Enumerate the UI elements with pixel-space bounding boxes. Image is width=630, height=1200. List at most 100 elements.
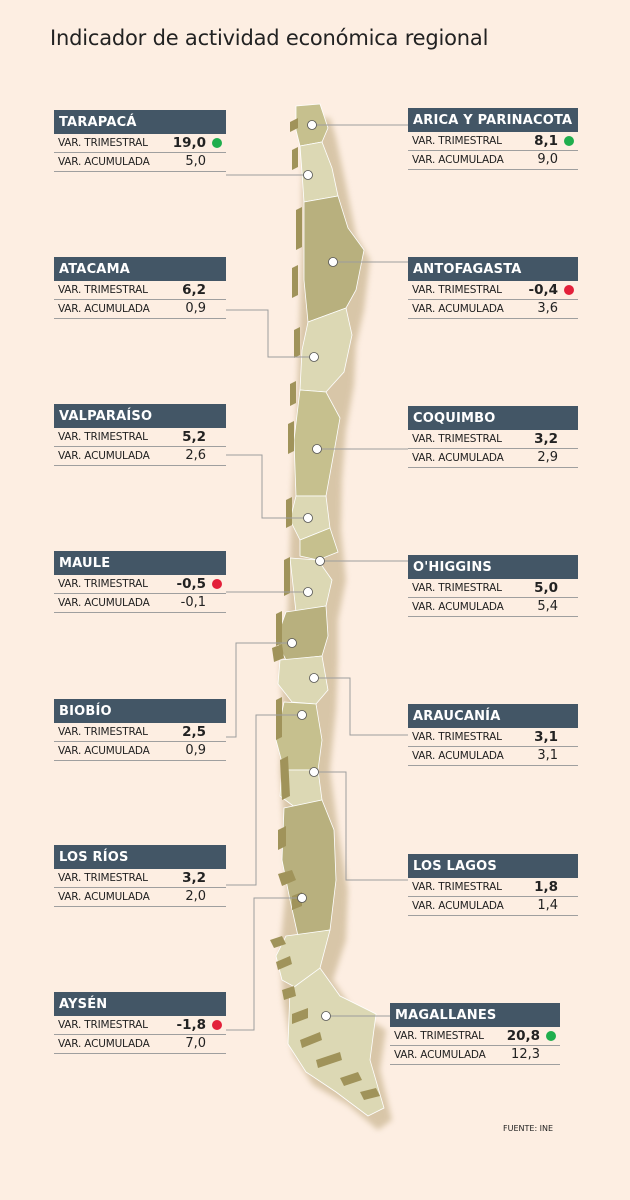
trimestral-value: 19,0 [172,135,206,151]
acumulada-label: VAR. ACUMULADA [412,900,504,912]
leader-valparaiso [226,454,308,519]
trimestral-value: 6,2 [182,282,206,298]
marker-coquimbo [312,444,322,454]
trimestral-label: VAR. TRIMESTRAL [412,582,502,594]
acumulada-row: VAR. ACUMULADA 9,0 [408,151,578,170]
marker-los-rios [297,710,307,720]
trimestral-label: VAR. TRIMESTRAL [58,137,148,149]
marker-magallanes [321,1011,331,1021]
trimestral-row: VAR. TRIMESTRAL -1,8 [54,1016,226,1035]
region-name: ARAUCANÍA [408,704,578,728]
marker-atacama [309,352,319,362]
trimestral-row: VAR. TRIMESTRAL 20,8 [390,1027,560,1046]
acumulada-label: VAR. ACUMULADA [58,891,150,903]
region-card-maule: MAULE VAR. TRIMESTRAL -0,5 VAR. ACUMULADA… [54,551,226,613]
region-card-coquimbo: COQUIMBO VAR. TRIMESTRAL 3,2 VAR. ACUMULA… [408,406,578,468]
acumulada-row: VAR. ACUMULADA 12,3 [390,1046,560,1065]
trimestral-row: VAR. TRIMESTRAL 19,0 [54,134,226,153]
acumulada-value: 1,4 [537,898,558,913]
acumulada-label: VAR. ACUMULADA [412,303,504,315]
acumulada-row: VAR. ACUMULADA 2,9 [408,449,578,468]
acumulada-label: VAR. ACUMULADA [58,450,150,462]
leader-araucania [314,677,408,736]
trimestral-label: VAR. TRIMESTRAL [412,284,502,296]
marker-aysen [297,893,307,903]
region-card-antofagasta: ANTOFAGASTA VAR. TRIMESTRAL -0,4 VAR. ACU… [408,257,578,319]
region-name: BIOBÍO [54,699,226,723]
acumulada-row: VAR. ACUMULADA 7,0 [54,1035,226,1054]
trimestral-value: 20,8 [506,1028,540,1044]
acumulada-label: VAR. ACUMULADA [58,303,150,315]
trimestral-row: VAR. TRIMESTRAL 3,1 [408,728,578,747]
status-dot [212,1020,222,1030]
status-dot [546,1031,556,1041]
trimestral-value: 3,1 [534,729,558,745]
acumulada-row: VAR. ACUMULADA 3,6 [408,300,578,319]
trimestral-value: 1,8 [534,879,558,895]
trimestral-value: 8,1 [534,133,558,149]
region-name: VALPARAÍSO [54,404,226,428]
acumulada-value: 7,0 [185,1036,206,1051]
trimestral-label: VAR. TRIMESTRAL [412,135,502,147]
region-card-atacama: ATACAMA VAR. TRIMESTRAL 6,2 VAR. ACUMULAD… [54,257,226,319]
acumulada-value: 0,9 [185,743,206,758]
trimestral-row: VAR. TRIMESTRAL -0,4 [408,281,578,300]
region-name: O'HIGGINS [408,555,578,579]
marker-tarapaca [303,170,313,180]
acumulada-value: 0,9 [185,301,206,316]
acumulada-label: VAR. ACUMULADA [394,1049,486,1061]
trimestral-row: VAR. TRIMESTRAL 3,2 [408,430,578,449]
region-name: ARICA Y PARINACOTA [408,108,578,132]
acumulada-value: 9,0 [537,152,558,167]
trimestral-row: VAR. TRIMESTRAL 1,8 [408,878,578,897]
acumulada-value: 3,1 [537,748,558,763]
marker-arica [307,120,317,130]
region-shape-ohiggins [289,557,333,613]
marker-ohiggins [315,556,325,566]
region-name: ATACAMA [54,257,226,281]
trimestral-row: VAR. TRIMESTRAL 6,2 [54,281,226,300]
acumulada-value: 3,6 [537,301,558,316]
trimestral-row: VAR. TRIMESTRAL -0,5 [54,575,226,594]
acumulada-value: 5,4 [537,599,558,614]
acumulada-value: 12,3 [511,1047,540,1062]
acumulada-label: VAR. ACUMULADA [58,597,150,609]
page-title: Indicador de actividad económica regiona… [50,26,489,50]
trimestral-value: 5,0 [534,580,558,596]
trimestral-value: -0,5 [176,576,206,592]
trimestral-row: VAR. TRIMESTRAL 3,2 [54,869,226,888]
marker-los-lagos [309,767,319,777]
region-card-biobio: BIOBÍO VAR. TRIMESTRAL 2,5 VAR. ACUMULADA… [54,699,226,761]
region-card-los-rios: LOS RÍOS VAR. TRIMESTRAL 3,2 VAR. ACUMULA… [54,845,226,907]
trimestral-label: VAR. TRIMESTRAL [394,1030,484,1042]
capital-markers [287,120,338,1021]
trimestral-label: VAR. TRIMESTRAL [58,1019,148,1031]
marker-biobio [287,638,297,648]
leader-biobio [226,642,292,738]
acumulada-label: VAR. ACUMULADA [412,601,504,613]
trimestral-row: VAR. TRIMESTRAL 5,2 [54,428,226,447]
acumulada-value: 2,0 [185,889,206,904]
acumulada-value: 2,6 [185,448,206,463]
acumulada-label: VAR. ACUMULADA [412,452,504,464]
trimestral-label: VAR. TRIMESTRAL [412,433,502,445]
leader-lines [226,124,408,1031]
acumulada-label: VAR. ACUMULADA [412,154,504,166]
trimestral-label: VAR. TRIMESTRAL [58,284,148,296]
leader-aysen [226,897,302,1031]
region-card-tarapaca: TARAPACÁ VAR. TRIMESTRAL 19,0 VAR. ACUMUL… [54,110,226,172]
acumulada-row: VAR. ACUMULADA 3,1 [408,747,578,766]
acumulada-label: VAR. ACUMULADA [58,156,150,168]
leader-atacama [226,309,314,358]
region-name: LOS LAGOS [408,854,578,878]
trimestral-label: VAR. TRIMESTRAL [412,881,502,893]
trimestral-value: -0,4 [528,282,558,298]
trimestral-label: VAR. TRIMESTRAL [58,872,148,884]
acumulada-value: -0,1 [180,595,206,610]
marker-maule [303,587,313,597]
region-card-valparaiso: VALPARAÍSO VAR. TRIMESTRAL 5,2 VAR. ACUMU… [54,404,226,466]
trimestral-row: VAR. TRIMESTRAL 2,5 [54,723,226,742]
trimestral-value: 5,2 [182,429,206,445]
region-name: MAGALLANES [390,1003,560,1027]
